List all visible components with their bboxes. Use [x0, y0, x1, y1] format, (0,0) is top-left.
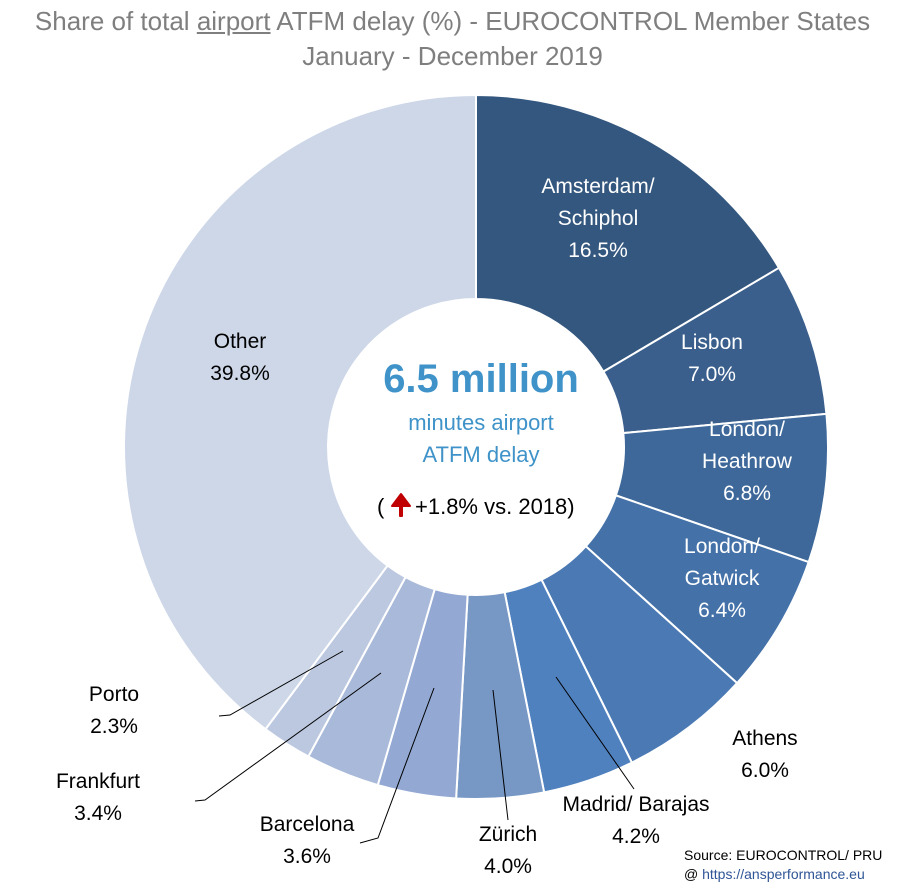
slice-labels: Amsterdam/Schiphol 16.5% Lisbon 7.0% London/… [56, 175, 798, 878]
label-london-heathrow: London/Heathrow 6.8% [702, 418, 793, 505]
label-madrid-barajas: Madrid/ Barajas 4.2% [562, 793, 709, 848]
center-line-1: minutes airport [408, 410, 554, 435]
center-line-2: ATFM delay [423, 442, 540, 467]
name-label-amsterdam-schiphol: Amsterdam/ [541, 175, 654, 198]
name-label-zurich: Zürich [479, 823, 537, 846]
name-label-lisbon: Lisbon [681, 331, 743, 354]
name-label-amsterdam-schiphol: Schiphol [558, 207, 639, 230]
label-athens: Athens 6.0% [732, 727, 797, 782]
label-frankfurt: Frankfurt 3.4% [56, 770, 140, 825]
value-label-athens: 6.0% [741, 759, 789, 782]
change-open-paren: ( [377, 494, 385, 519]
chart-title: Share of total airport ATFM delay (%) - … [0, 3, 905, 39]
name-label-london-heathrow: Heathrow [702, 450, 793, 473]
leader-line-barcelona [359, 687, 435, 844]
value-label-london-gatwick: 6.4% [698, 599, 746, 622]
name-label-london-gatwick: London/ [684, 535, 760, 558]
center-headline: 6.5 million [383, 357, 579, 401]
label-other: Other 39.8% [210, 330, 270, 385]
value-label-amsterdam-schiphol: 16.5% [568, 239, 628, 262]
chart-subtitle: January - December 2019 [302, 41, 603, 71]
chart-title-underlined: airport [196, 6, 271, 36]
label-porto: Porto 2.3% [89, 683, 139, 738]
chart-title-prefix: Share of total [34, 6, 197, 36]
up-arrow-icon [391, 493, 411, 517]
label-zurich: Zürich 4.0% [479, 823, 537, 878]
source-link-line: @ https://ansperformance.eu [684, 866, 865, 882]
change-text: +1.8% vs. 2018) [415, 494, 575, 519]
value-label-other: 39.8% [210, 362, 270, 385]
label-lisbon: Lisbon 7.0% [681, 331, 743, 386]
donut-hole [328, 299, 624, 595]
center-summary: 6.5 million minutes airport ATFM delay (… [377, 357, 579, 519]
leader-line-madrid-barajas [555, 676, 635, 790]
value-label-porto: 2.3% [90, 715, 138, 738]
source-at: @ [684, 866, 703, 882]
label-amsterdam-schiphol: Amsterdam/Schiphol 16.5% [541, 175, 654, 262]
name-label-london-gatwick: Gatwick [685, 567, 760, 590]
name-label-athens: Athens [732, 727, 797, 750]
value-label-zurich: 4.0% [484, 855, 532, 878]
source-text: Source: EUROCONTROL/ PRU [684, 847, 883, 863]
donut-slices [123, 93, 829, 800]
name-label-madrid-barajas: Madrid/ Barajas [562, 793, 709, 816]
value-label-london-heathrow: 6.8% [723, 482, 771, 505]
label-barcelona: Barcelona 3.6% [260, 813, 355, 868]
source-link[interactable]: https://ansperformance.eu [702, 866, 865, 882]
label-london-gatwick: London/Gatwick 6.4% [684, 535, 760, 622]
value-label-barcelona: 3.6% [283, 845, 331, 868]
value-label-madrid-barajas: 4.2% [612, 825, 660, 848]
name-label-other: Other [214, 330, 267, 353]
name-label-porto: Porto [89, 683, 139, 706]
value-label-frankfurt: 3.4% [74, 802, 122, 825]
name-label-london-heathrow: London/ [709, 418, 785, 441]
chart-title-suffix: ATFM delay (%) - EUROCONTROL Member Stat… [270, 6, 871, 36]
name-label-frankfurt: Frankfurt [56, 770, 140, 793]
leader-line-porto [218, 650, 344, 717]
leader-line-frankfurt [194, 672, 382, 802]
leader-line-zurich [492, 689, 509, 821]
leader-lines [194, 650, 635, 844]
value-label-lisbon: 7.0% [688, 363, 736, 386]
name-label-barcelona: Barcelona [260, 813, 355, 836]
